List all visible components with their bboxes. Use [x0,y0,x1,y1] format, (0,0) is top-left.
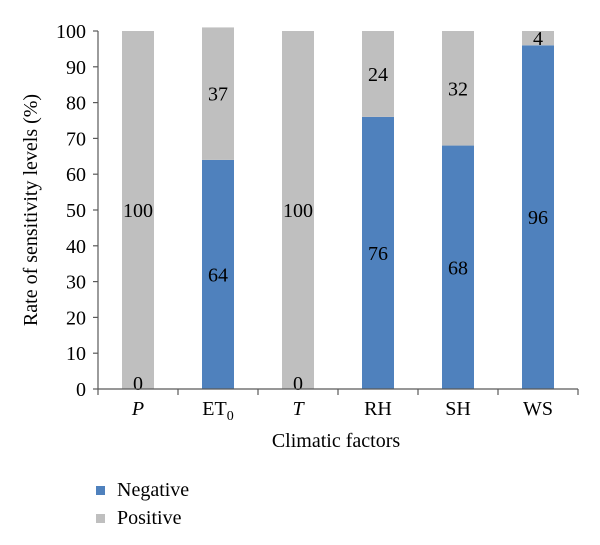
data-labels-group: 0 100 64 37 0 100 76 24 68 32 96 4 [123,28,548,395]
y-tick-label: 40 [66,236,86,258]
x-axis-title: Climatic factors [272,430,401,452]
legend-swatch-positive [96,513,105,523]
data-label-negative-sh: 68 [448,257,468,279]
data-label-negative-t: 0 [293,373,303,395]
x-tick-label-t: T [292,398,305,420]
bar-negative-et0 [202,159,234,389]
x-ticks-group: P ET0 T RH SH WS [97,389,579,424]
bar-positive-et0 [202,27,234,160]
y-tick-label: 80 [66,93,86,115]
data-label-positive-p: 100 [123,200,153,222]
legend-swatch-negative [96,485,105,495]
y-tick-label: 100 [56,21,86,43]
y-tick-label: 10 [66,343,86,365]
data-label-negative-rh: 76 [368,243,388,265]
bar-positive-sh [442,31,474,146]
bar-negative-rh [362,116,394,390]
bar-positive-rh [362,31,394,117]
x-tick-label-sh: SH [445,398,471,420]
bar-positive-p [122,31,154,389]
bar-positive-ws [522,31,554,46]
y-tick-label: 50 [66,200,86,222]
x-tick-label-ws: WS [523,398,553,420]
y-tick-label: 90 [66,57,86,79]
x-tick-label-rh: RH [364,398,392,420]
y-tick-label: 20 [66,307,86,329]
data-label-positive-rh: 24 [368,64,388,86]
data-label-negative-et0: 64 [208,264,228,286]
bars-group [122,27,554,390]
x-tick-label-p: P [131,398,144,420]
legend-label-negative: Negative [117,479,190,501]
data-label-positive-sh: 32 [448,78,468,100]
legend-item-negative: Negative [96,476,189,504]
legend-item-positive: Positive [96,504,189,532]
bar-negative-ws [522,45,554,389]
legend: Negative Positive [96,476,189,532]
data-label-negative-p: 0 [133,373,143,395]
x-tick-label-et0: ET0 [202,398,233,424]
legend-label-positive: Positive [117,507,182,529]
y-tick-label: 60 [66,164,86,186]
y-ticks-group: 0 10 20 30 40 50 60 70 80 90 100 [56,21,98,401]
y-tick-label: 0 [76,379,86,401]
bar-negative-sh [442,145,474,389]
y-axis-title: Rate of sensitivity levels (%) [20,94,42,326]
bar-positive-t [282,31,314,389]
data-label-positive-t: 100 [283,200,313,222]
stacked-bar-chart: 0 100 64 37 0 100 76 24 68 32 96 4 0 10 20 30 40 50 60 70 8… [20,21,579,452]
data-label-negative-ws: 96 [528,207,548,229]
data-label-positive-et0: 37 [208,84,228,106]
data-label-positive-ws: 4 [533,28,543,50]
y-tick-label: 70 [66,128,86,150]
axes-group [97,31,578,390]
y-tick-label: 30 [66,272,86,294]
